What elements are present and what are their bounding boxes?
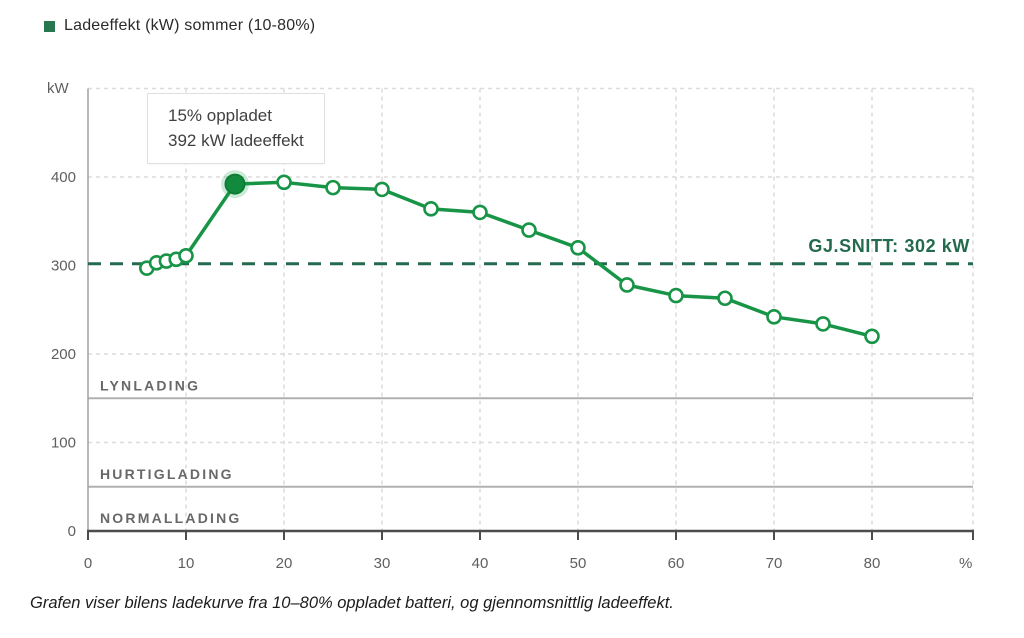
- x-tick-label: 80: [864, 555, 881, 572]
- x-tick-label: 30: [374, 555, 391, 572]
- series-line: [145, 180, 874, 339]
- caption: Grafen viser bilens ladekurve fra 10–80%…: [30, 594, 674, 612]
- data-point-marker: [815, 316, 831, 332]
- data-point-marker: [472, 204, 488, 221]
- y-tick-label: 200: [51, 346, 76, 363]
- y-tick-label: 100: [51, 435, 76, 452]
- x-tick-label: 70: [766, 555, 783, 572]
- y-tick-label: 0: [68, 523, 76, 540]
- tooltip-line2: 392 kW ladeeffekt: [168, 130, 304, 150]
- average-label: GJ.SNITT: 302 kW: [808, 236, 970, 256]
- y-tick-label: 300: [51, 258, 76, 275]
- data-point-marker: [717, 290, 733, 307]
- data-point-marker: [570, 240, 586, 256]
- zone-label: HURTIGLADING: [100, 466, 234, 482]
- y-tick-label: 400: [51, 169, 76, 186]
- data-point-marker: [766, 309, 782, 325]
- data-point-marker: [374, 181, 390, 198]
- y-axis-unit-label: kW: [47, 80, 70, 97]
- x-axis-unit-label: %: [959, 555, 972, 572]
- x-tick-label: 50: [570, 555, 587, 572]
- data-point-marker: [521, 222, 537, 238]
- tooltip-line1: 15% oppladet: [168, 106, 272, 125]
- data-point-marker: [325, 179, 341, 196]
- x-tick-label: 40: [472, 555, 489, 572]
- tooltip: 15% oppladet 392 kW ladeeffekt: [147, 93, 325, 165]
- x-tick-label: 0: [84, 555, 92, 572]
- legend-swatch-icon: [44, 21, 55, 32]
- data-point-marker: [276, 174, 292, 191]
- zone-label: LYNLADING: [100, 377, 200, 393]
- data-point-marker: [864, 328, 880, 345]
- data-point-marker: [619, 277, 635, 293]
- data-point-marker: [178, 247, 194, 264]
- legend-label: Ladeeffekt (kW) sommer (10-80%): [64, 17, 316, 34]
- chart-legend: Ladeeffekt (kW) sommer (10-80%): [44, 17, 315, 35]
- zone-label: NORMALLADING: [100, 510, 242, 526]
- x-tick-label: 10: [178, 555, 195, 572]
- data-point-marker: [668, 287, 684, 304]
- data-point-marker: [423, 201, 439, 217]
- highlight-point-marker[interactable]: [224, 173, 246, 195]
- x-tick-label: 60: [668, 555, 685, 572]
- x-tick-label: 20: [276, 555, 293, 572]
